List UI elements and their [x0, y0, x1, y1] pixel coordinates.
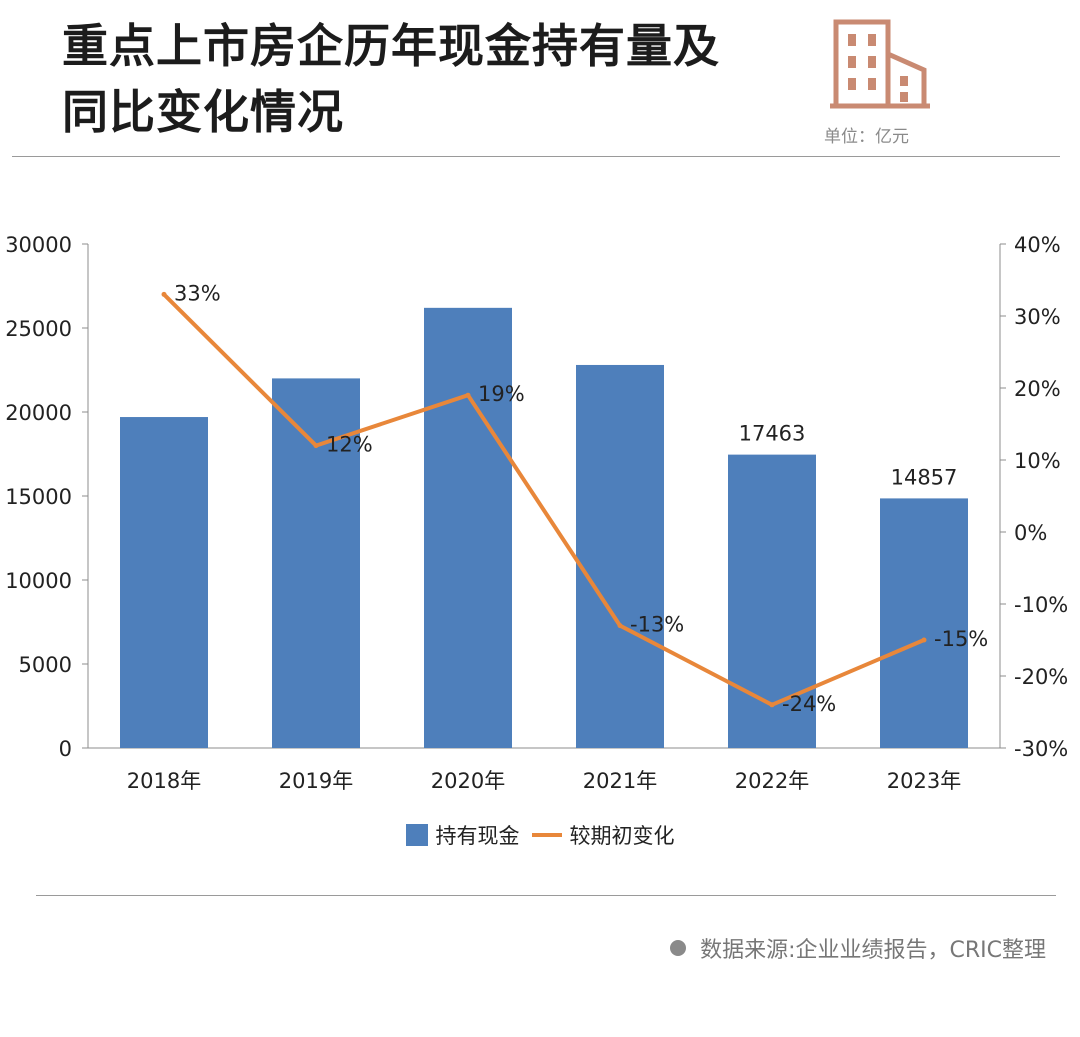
series-line — [162, 292, 925, 707]
footer-divider — [36, 895, 1056, 896]
legend-label-line: 较期初变化 — [569, 824, 675, 848]
chart-title-line-2: 同比变化情况 — [62, 85, 344, 139]
y-left-tick-label: 20000 — [5, 401, 72, 425]
source-note: 数据来源:企业业绩报告，CRIC整理 — [670, 932, 1046, 964]
y-right-tick-label: 10% — [1014, 449, 1061, 473]
bullet-icon — [670, 940, 687, 956]
x-tick-label: 2018年 — [127, 769, 201, 793]
y-left-tick-label: 5000 — [19, 653, 72, 677]
legend-item-bar: 持有现金 — [405, 820, 520, 850]
bar — [728, 454, 816, 748]
chart-title-line-1: 重点上市房企历年现金持有量及 — [62, 19, 720, 73]
y-right-tick-label: 40% — [1014, 233, 1061, 257]
legend-label-bar: 持有现金 — [435, 824, 520, 848]
line-data-label: 33% — [174, 281, 221, 305]
line-point — [617, 623, 623, 629]
y-right-tick-label: -30% — [1014, 737, 1068, 761]
line-point — [161, 291, 167, 297]
legend-item-line: 较期初变化 — [531, 820, 675, 850]
building-icon — [830, 19, 930, 109]
line-point — [465, 392, 471, 398]
line-point — [921, 637, 927, 643]
y-left-tick-label: 15000 — [5, 485, 72, 509]
x-tick-label: 2022年 — [735, 769, 809, 793]
bar — [576, 364, 664, 748]
line-data-label: 12% — [326, 433, 373, 457]
unit-label: 单位：亿元 — [824, 127, 909, 147]
x-tick-label: 2019年 — [279, 769, 353, 793]
y-left-axis: 0 5000 10000 15000 20000 25000 30000 — [5, 233, 88, 761]
y-right-tick-label: -10% — [1014, 593, 1068, 617]
y-right-tick-label: 20% — [1014, 377, 1061, 401]
x-tick-label: 2023年 — [887, 769, 961, 793]
x-tick-label: 2020年 — [431, 769, 505, 793]
y-left-tick-label: 30000 — [5, 233, 72, 257]
bar — [880, 498, 968, 748]
line-data-label: -24% — [782, 692, 836, 716]
bar — [120, 417, 208, 748]
line-data-label: -13% — [630, 613, 684, 637]
x-axis: 2018年 2019年 2020年 2021年 2022年 2023年 — [127, 769, 961, 793]
line-point — [313, 443, 319, 449]
bar — [424, 307, 512, 748]
y-left-tick-label: 0 — [59, 737, 72, 761]
line-data-label: -15% — [934, 627, 988, 651]
x-tick-label: 2021年 — [583, 769, 657, 793]
bar-data-label: 17463 — [739, 422, 806, 446]
source-text: 数据来源:企业业绩报告，CRIC整理 — [700, 938, 1046, 963]
legend-swatch-bar — [405, 824, 428, 846]
line-point — [769, 702, 775, 708]
bar-data-label: 14857 — [891, 465, 958, 489]
legend: 持有现金 较期初变化 — [0, 820, 1080, 850]
y-left-tick-label: 10000 — [5, 569, 72, 593]
y-right-tick-label: -20% — [1014, 665, 1068, 689]
y-left-tick-label: 25000 — [5, 317, 72, 341]
y-right-tick-label: 30% — [1014, 305, 1061, 329]
line-series — [161, 291, 927, 708]
line-data-label: 19% — [478, 382, 525, 406]
bar-series — [120, 307, 968, 748]
legend-swatch-line — [531, 833, 562, 837]
bar — [272, 378, 360, 748]
y-right-axis: -30% -20% -10% 0% 10% 20% 30% 40% — [1000, 233, 1068, 761]
header-divider — [12, 156, 1060, 157]
data-labels: 17463 14857 33% 12% 19% -13% -24% -15% — [174, 281, 988, 715]
y-right-tick-label: 0% — [1014, 521, 1047, 545]
